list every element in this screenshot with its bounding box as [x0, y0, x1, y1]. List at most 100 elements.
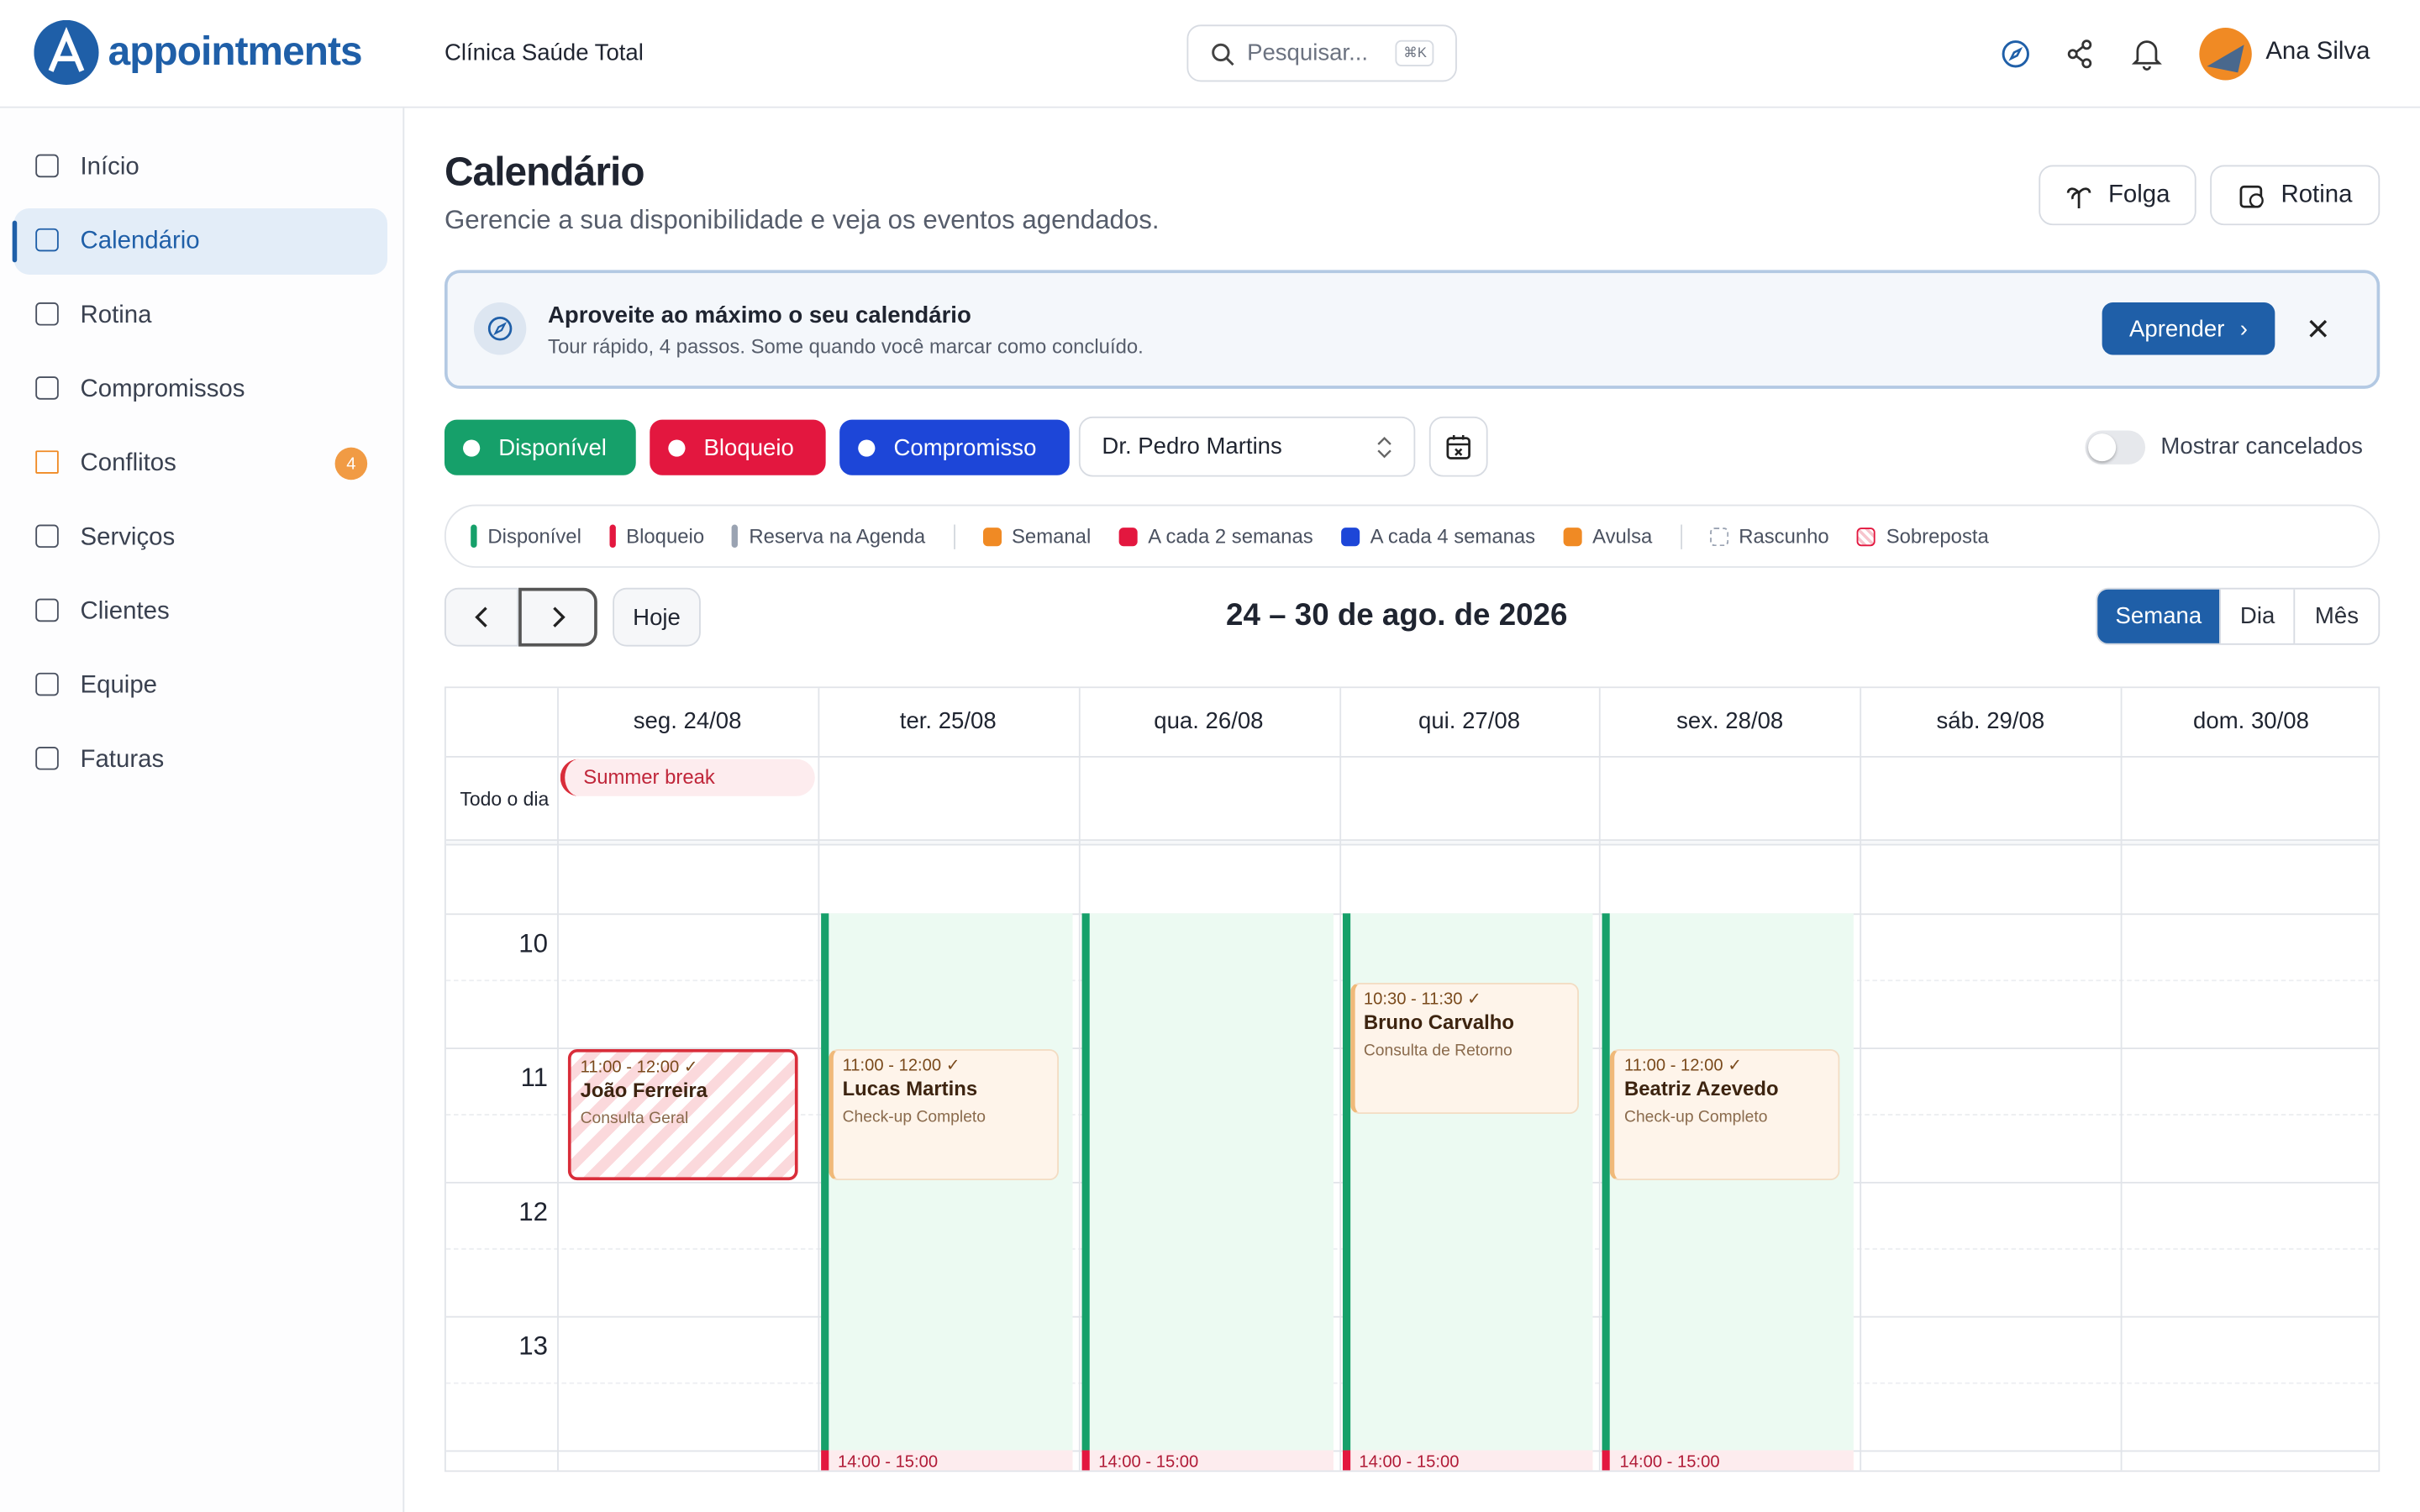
nav-item[interactable]: Serviços: [14, 505, 387, 571]
event-service: Check-up Completo: [842, 1107, 986, 1126]
legend-item: Disponível: [471, 524, 581, 549]
legend-label: A cada 4 semanas: [1370, 524, 1536, 549]
rotina-button[interactable]: Rotina: [2210, 165, 2381, 226]
learn-label: Aprender: [2129, 315, 2225, 342]
block-time: 14:00 - 15:00: [1359, 1453, 1460, 1473]
chip-label: Compromisso: [893, 434, 1037, 461]
compass-icon[interactable]: [2000, 39, 2031, 70]
close-banner[interactable]: [2307, 318, 2329, 339]
view-option[interactable]: Dia: [2219, 589, 2294, 643]
nav-icon: [35, 450, 59, 474]
calendar-off-button[interactable]: [1428, 416, 1488, 477]
legend-separator: [953, 523, 955, 549]
event[interactable]: 11:00 - 12:00 ✓ João Ferreira Consulta Ger…: [567, 1048, 798, 1181]
toggle-label: Mostrar cancelados: [2160, 433, 2363, 460]
block[interactable]: 14:00 - 15:00: [1081, 1450, 1334, 1471]
day-header: sáb. 29/08: [1936, 708, 2045, 735]
next-week[interactable]: [518, 587, 597, 647]
logo[interactable]: [34, 19, 102, 88]
hour-label: 13: [518, 1331, 549, 1362]
event-name: Bruno Carvalho: [1363, 1010, 1514, 1033]
provider-name: Dr. Pedro Martins: [1102, 433, 1282, 460]
search-icon: [1212, 42, 1234, 66]
date-range: 24 – 30 de ago. de 2026: [1226, 598, 1568, 633]
banner-title: Aproveite ao máximo o seu calendário: [548, 302, 971, 329]
nav-label: Rotina: [80, 302, 152, 328]
search-placeholder: Pesquisar...: [1247, 39, 1369, 66]
block-time: 14:00 - 15:00: [1619, 1453, 1720, 1473]
legend-label: Disponível: [487, 524, 581, 549]
block[interactable]: 14:00 - 15:00: [820, 1450, 1072, 1471]
event[interactable]: 10:30 - 11:30 ✓ Bruno Carvalho Consulta de…: [1349, 982, 1580, 1114]
brand: appointments: [108, 28, 363, 75]
legend-swatch: [471, 524, 477, 549]
nav-item[interactable]: Faturas: [14, 727, 387, 793]
event[interactable]: 11:00 - 12:00 ✓ Beatriz Azevedo Check-up C…: [1610, 1048, 1840, 1181]
clinic-name: Clínica Saúde Total: [444, 39, 644, 66]
legend-item: Avulsa: [1563, 524, 1652, 548]
view-option[interactable]: Mês: [2293, 589, 2379, 643]
palm-icon: [2066, 186, 2091, 208]
availability: [820, 913, 1072, 1451]
routine-icon: [2239, 184, 2264, 207]
today-button[interactable]: Hoje: [613, 587, 701, 647]
allday-event[interactable]: Summer break: [560, 759, 815, 796]
legend-swatch: [608, 524, 616, 549]
nav-item[interactable]: Calendário: [12, 207, 388, 275]
day-column-line: [1599, 688, 1602, 1471]
day-column-line: [1339, 688, 1341, 1471]
learn-button[interactable]: Aprender ›: [2102, 302, 2275, 355]
folga-label: Folga: [2107, 181, 2170, 208]
sidebar: [0, 108, 405, 1512]
prev-icon: [475, 606, 487, 627]
search-box[interactable]: Pesquisar... ⌘K: [1186, 24, 1457, 82]
legend-item: Sobreposta: [1856, 524, 1989, 548]
legend-swatch: [732, 524, 739, 549]
page-subtitle: Gerencie a sua disponibilidade e veja os…: [444, 205, 1160, 235]
legend-label: Semanal: [1012, 524, 1092, 549]
share-icon[interactable]: [2065, 39, 2096, 70]
prev-week[interactable]: [444, 587, 519, 647]
folga-button[interactable]: Folga: [2039, 165, 2196, 226]
nav-item[interactable]: Rotina: [14, 282, 387, 349]
bell-icon[interactable]: [2131, 37, 2163, 71]
chip-dot: [463, 438, 481, 456]
filter-chip[interactable]: Compromisso: [839, 419, 1070, 475]
nav-icon: [35, 302, 59, 326]
nav-label: Calendário: [80, 227, 200, 255]
day-column-line: [557, 688, 559, 1471]
nav-item[interactable]: Início: [14, 134, 387, 201]
block[interactable]: 14:00 - 15:00: [1602, 1450, 1854, 1473]
cancelled-toggle[interactable]: [2085, 430, 2146, 465]
legend-swatch: [1709, 527, 1728, 546]
legend-swatch: [1856, 527, 1876, 546]
nav-label: Serviços: [80, 523, 176, 550]
nav-item[interactable]: Compromissos: [14, 356, 387, 423]
nav-icon: [35, 228, 59, 252]
chip-dot: [668, 438, 686, 456]
availability: [1081, 913, 1334, 1451]
day-header: sex. 28/08: [1676, 708, 1784, 735]
block[interactable]: 14:00 - 15:00: [1342, 1450, 1594, 1473]
banner-text: Tour rápido, 4 passos. Some quando você …: [548, 334, 1144, 359]
nav-item[interactable]: Clientes: [14, 579, 387, 645]
legend-item: A cada 2 semanas: [1118, 524, 1313, 548]
nav-label: Clientes: [80, 597, 170, 624]
filter-chip[interactable]: Disponível: [444, 419, 636, 475]
nav-icon: [35, 746, 59, 770]
chip-label: Disponível: [498, 434, 607, 461]
legend-swatch: [1340, 527, 1360, 546]
nav-item[interactable]: Conflitos 4: [14, 430, 387, 496]
event-service: Consulta Geral: [580, 1109, 689, 1128]
nav-icon: [35, 598, 59, 622]
view-option[interactable]: Semana: [2097, 589, 2220, 643]
avatar[interactable]: [2198, 26, 2254, 81]
search-shortcut: ⌘K: [1396, 39, 1435, 66]
nav-item[interactable]: Equipe: [14, 653, 387, 719]
provider-select[interactable]: Dr. Pedro Martins: [1078, 416, 1416, 477]
filter-chip[interactable]: Bloqueio: [650, 419, 826, 475]
nav-icon: [35, 154, 59, 178]
event[interactable]: 11:00 - 12:00 ✓ Lucas Martins Check-up Com…: [829, 1048, 1059, 1181]
header-row-line: [445, 756, 2379, 758]
